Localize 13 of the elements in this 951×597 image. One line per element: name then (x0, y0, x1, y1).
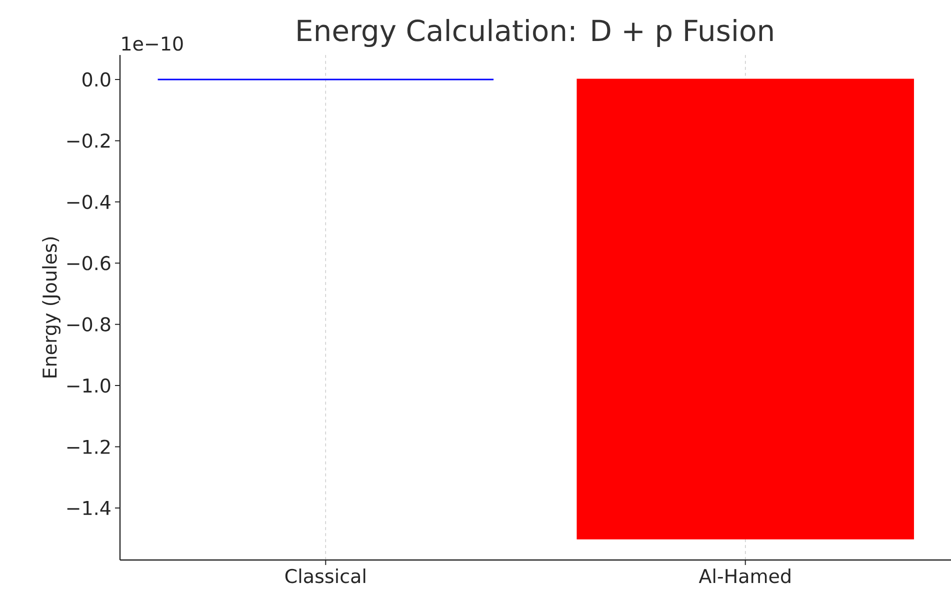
y-tick-label: −1.4 (67, 501, 110, 515)
y-tick-label: −0.6 (67, 256, 110, 270)
y-tick-label: 0.0 (82, 72, 110, 87)
x-tick-label: Al-Hamed (698, 568, 790, 584)
y-axis-title: Energy (Joules) (42, 237, 61, 378)
y-tick-label: −0.4 (67, 194, 110, 210)
text: 1e−10 (122, 36, 183, 51)
y-tick-label: −0.2 (67, 134, 110, 148)
chart-title: Energy Calculation: D + p Fusion (298, 18, 773, 48)
y-tick-label: −1.2 (67, 440, 110, 454)
y-tick-label: −1.0 (67, 378, 110, 393)
y-tick-label: −0.8 (67, 317, 110, 332)
x-tick-label: Classical (285, 568, 366, 584)
